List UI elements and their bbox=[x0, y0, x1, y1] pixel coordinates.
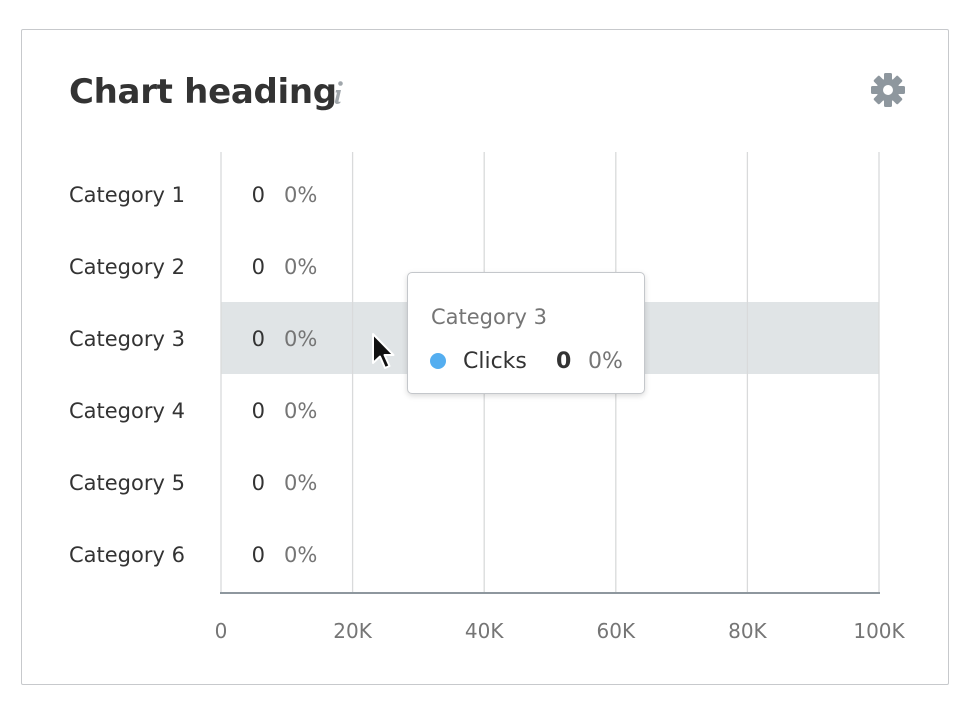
bar-percent-label: 0% bbox=[284, 399, 317, 423]
tooltip-series-marker bbox=[430, 353, 446, 369]
chart-tooltip: Category 3 Clicks 0 0% bbox=[407, 272, 645, 394]
bar-percent-label: 0% bbox=[284, 255, 317, 279]
category-label: Category 6 bbox=[69, 543, 185, 567]
bar-value-label: 0 bbox=[252, 255, 265, 279]
x-tick-label: 40K bbox=[465, 619, 504, 643]
bar-value-label: 0 bbox=[252, 327, 265, 351]
tooltip-series-name: Clicks bbox=[463, 349, 527, 374]
bar-value-label: 0 bbox=[252, 543, 265, 567]
x-tick-label: 0 bbox=[215, 619, 228, 643]
gear-icon[interactable] bbox=[870, 72, 906, 108]
bar-percent-label: 0% bbox=[284, 327, 317, 351]
category-label: Category 3 bbox=[69, 327, 185, 351]
x-tick-label: 100K bbox=[853, 619, 905, 643]
bar-percent-label: 0% bbox=[284, 471, 317, 495]
category-label: Category 1 bbox=[69, 183, 185, 207]
tooltip-value: 0 bbox=[556, 349, 572, 374]
bar-value-label: 0 bbox=[252, 183, 265, 207]
category-label: Category 2 bbox=[69, 255, 185, 279]
x-tick-label: 80K bbox=[728, 619, 767, 643]
tooltip-percent: 0% bbox=[588, 349, 623, 374]
info-icon[interactable] bbox=[331, 80, 345, 106]
mouse-cursor-icon bbox=[372, 333, 395, 369]
category-label: Category 5 bbox=[69, 471, 185, 495]
tooltip-category: Category 3 bbox=[431, 305, 547, 329]
chart-title: Chart heading bbox=[69, 72, 337, 112]
bar-value-label: 0 bbox=[252, 399, 265, 423]
category-label: Category 4 bbox=[69, 399, 185, 423]
x-tick-label: 20K bbox=[333, 619, 372, 643]
bar-percent-label: 0% bbox=[284, 543, 317, 567]
bar-percent-label: 0% bbox=[284, 183, 317, 207]
bar-value-label: 0 bbox=[252, 471, 265, 495]
x-tick-label: 60K bbox=[597, 619, 636, 643]
